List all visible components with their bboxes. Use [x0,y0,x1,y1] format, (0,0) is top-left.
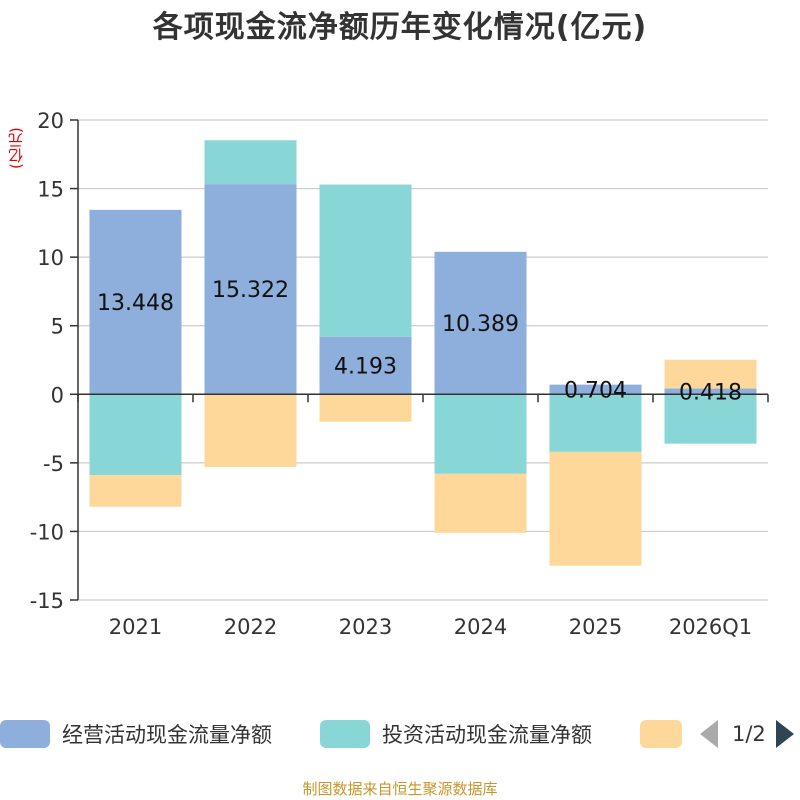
data-label: 15.322 [212,278,289,303]
data-label: 0.704 [564,378,627,403]
y-tick-label: 15 [37,178,64,202]
data-label: 0.418 [679,380,742,405]
x-tick-label: 2021 [109,615,162,639]
data-label: 13.448 [97,291,174,316]
legend-item-operating[interactable]: 经营活动现金流量净额 [0,714,272,754]
bar-operating [319,336,412,395]
data-label: 4.193 [334,355,397,380]
y-tick-label: -15 [30,589,64,613]
x-tick-label: 2026Q1 [669,615,752,639]
x-tick-label: 2023 [339,615,392,639]
y-tick-label: -5 [43,452,64,476]
legend-item-investing[interactable]: 投资活动现金流量净额 [320,714,592,754]
bar-financing [434,473,527,533]
legend-item-financing[interactable] [640,714,694,754]
y-tick-label: 10 [37,246,64,270]
y-tick-label: 20 [37,109,64,133]
x-tick-label: 2022 [224,615,277,639]
bar-financing [89,475,182,507]
bar-financing [204,394,297,467]
bar-investing [204,140,297,185]
data-label: 10.389 [442,312,519,337]
bar-operating [664,388,757,395]
bar-investing [89,394,182,476]
y-tick-label: -10 [30,520,64,544]
bar-operating [434,251,527,395]
legend-swatch-investing [320,720,370,748]
legend-page-indicator: 1/2 [732,722,766,746]
y-tick-label: 0 [51,383,64,407]
legend-label-operating: 经营活动现金流量净额 [62,723,272,747]
legend-swatch-financing [640,720,682,748]
bar-investing [434,394,527,474]
bar-investing [549,394,642,452]
x-tick-label: 2024 [454,615,507,639]
chart-title: 各项现金流净额历年变化情况(亿元) [152,10,648,45]
bar-investing [319,184,412,337]
chart-plot: 20 15 10 5 0 -5 -10 -15 2021 2022 2023 2024 2025 2026… [30,109,769,639]
bar-financing [664,359,757,389]
bar-operating [549,384,642,395]
legend-next-arrow-icon[interactable] [775,720,794,748]
y-tick-label: 5 [51,315,64,339]
bar-operating [204,184,297,395]
legend-label-investing: 投资活动现金流量净额 [382,723,592,747]
bar-investing [664,394,757,444]
bar-financing [549,451,642,566]
legend-prev-arrow-icon[interactable] [700,720,718,748]
legend-pager: 1/2 [700,714,794,754]
source-note: 制图数据来自恒生聚源数据库 [302,780,498,798]
bar-financing [319,394,412,422]
legend-swatch-operating [0,720,50,748]
bar-operating [89,209,182,395]
x-tick-label: 2025 [569,615,622,639]
legend: 经营活动现金流量净额 投资活动现金流量净额 1/2 [0,714,800,756]
